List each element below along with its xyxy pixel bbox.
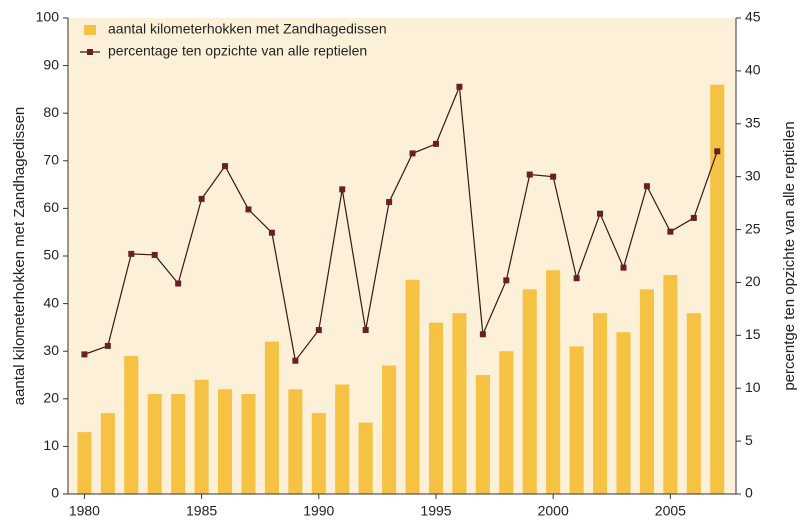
marker xyxy=(690,214,697,221)
bar xyxy=(616,332,631,494)
y2-tick-label: 15 xyxy=(745,326,761,342)
bar xyxy=(311,413,326,494)
legend-swatch xyxy=(84,25,96,35)
y2-tick-label: 5 xyxy=(745,432,753,448)
y2-tick-label: 10 xyxy=(745,379,761,395)
marker xyxy=(456,83,463,90)
bar xyxy=(593,313,608,494)
bar xyxy=(475,375,490,494)
bar xyxy=(546,270,561,494)
x-tick-label: 1990 xyxy=(303,503,334,519)
y-tick-label: 70 xyxy=(43,152,59,168)
y-tick-label: 20 xyxy=(43,390,59,406)
y2-tick-label: 40 xyxy=(745,62,761,78)
marker xyxy=(339,186,346,193)
plot-background xyxy=(68,18,736,494)
bar xyxy=(218,389,233,494)
marker xyxy=(573,275,580,282)
marker xyxy=(245,206,252,213)
marker xyxy=(432,140,439,147)
marker xyxy=(526,171,533,178)
x-tick-label: 2000 xyxy=(538,503,569,519)
marker xyxy=(128,250,135,257)
y2-tick-label: 25 xyxy=(745,220,761,236)
bar xyxy=(452,313,467,494)
marker xyxy=(409,150,416,157)
y-tick-label: 40 xyxy=(43,294,59,310)
y2-tick-label: 35 xyxy=(745,114,761,130)
legend-label: percentage ten opzichte van alle reptiel… xyxy=(108,43,367,59)
bar xyxy=(663,275,678,494)
bar xyxy=(358,422,373,494)
bar xyxy=(522,289,537,494)
x-tick-label: 2005 xyxy=(655,503,686,519)
bar xyxy=(710,84,725,494)
marker xyxy=(222,163,229,170)
marker xyxy=(714,148,721,155)
bar xyxy=(241,394,256,494)
y2-tick-label: 30 xyxy=(745,167,761,183)
x-tick-label: 1985 xyxy=(186,503,217,519)
bar xyxy=(288,389,303,494)
bar xyxy=(264,341,279,494)
marker xyxy=(198,195,205,202)
bar xyxy=(100,413,115,494)
y2-axis-title: percentge ten opzichte van alle reptiele… xyxy=(781,121,798,390)
marker xyxy=(104,342,111,349)
y2-tick-label: 20 xyxy=(745,273,761,289)
bar xyxy=(405,279,420,494)
y2-tick-label: 0 xyxy=(745,485,753,501)
marker xyxy=(597,210,604,217)
line xyxy=(84,86,718,363)
y-tick-label: 100 xyxy=(36,9,60,25)
marker xyxy=(362,327,369,334)
y-tick-label: 80 xyxy=(43,104,59,120)
bar xyxy=(639,289,654,494)
marker xyxy=(550,173,557,180)
y-tick-label: 0 xyxy=(51,485,59,501)
marker xyxy=(81,351,88,358)
marker xyxy=(620,264,627,271)
bar xyxy=(171,394,186,494)
y2-tick-label: 45 xyxy=(745,9,761,25)
bar xyxy=(569,346,584,494)
y-tick-label: 30 xyxy=(43,342,59,358)
bar xyxy=(194,379,209,494)
x-tick-label: 1980 xyxy=(69,503,100,519)
bar xyxy=(77,432,92,494)
legend-marker xyxy=(87,49,93,55)
y-tick-label: 10 xyxy=(43,437,59,453)
marker xyxy=(386,199,393,206)
marker xyxy=(503,277,510,284)
bar xyxy=(686,313,701,494)
bar xyxy=(335,384,350,494)
marker xyxy=(175,280,182,287)
bar xyxy=(499,351,514,494)
marker xyxy=(315,327,322,334)
marker xyxy=(151,251,158,258)
bar xyxy=(428,322,444,494)
y-tick-label: 90 xyxy=(43,56,59,72)
y-axis-title: aantal kilometerhokken met Zandhagedisse… xyxy=(11,107,28,406)
legend-label: aantal kilometerhokken met Zandhagedisse… xyxy=(108,21,387,37)
marker xyxy=(667,228,674,235)
bar xyxy=(382,365,397,494)
y-tick-label: 50 xyxy=(43,247,59,263)
marker xyxy=(643,183,650,190)
marker xyxy=(479,331,486,338)
bar xyxy=(147,394,162,494)
x-tick-label: 1995 xyxy=(420,503,451,519)
y-tick-label: 60 xyxy=(43,199,59,215)
bar xyxy=(124,355,139,494)
marker xyxy=(292,357,299,364)
marker xyxy=(268,229,275,236)
